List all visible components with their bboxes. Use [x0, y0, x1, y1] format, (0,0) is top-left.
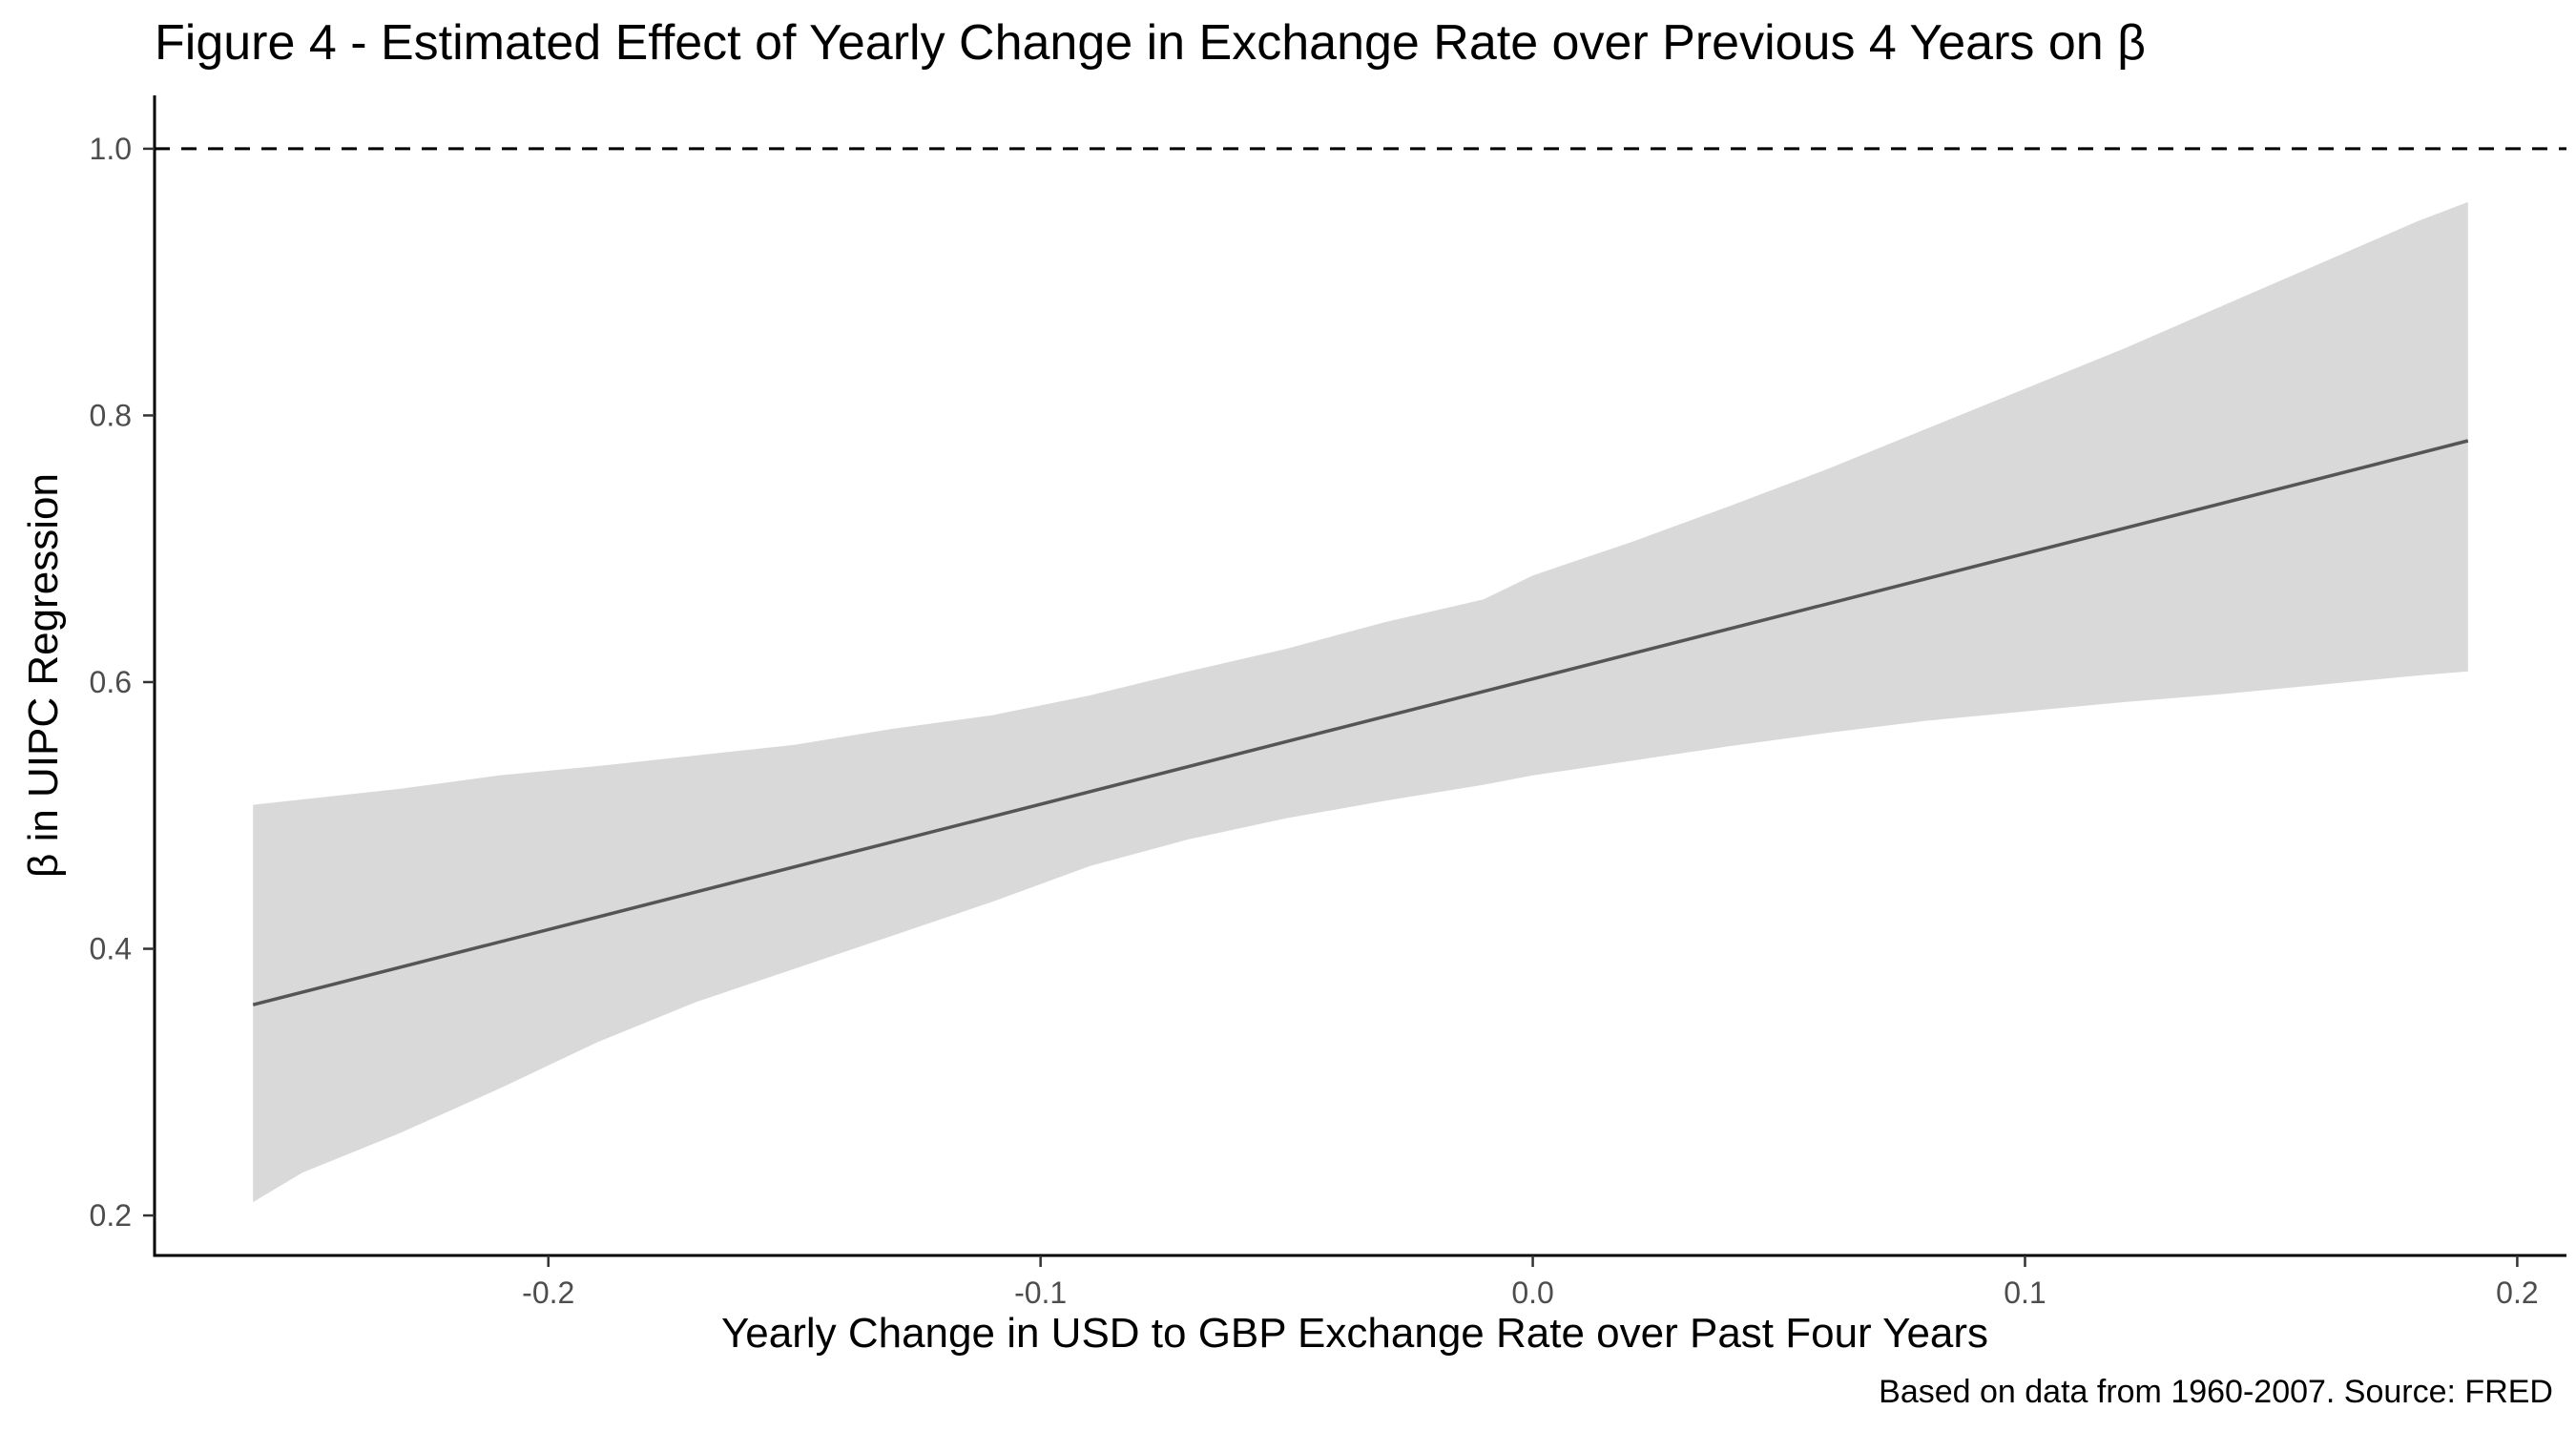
y-tick-label: 1.0 — [90, 132, 132, 166]
confidence-band-layer — [253, 201, 2468, 1203]
x-axis-title: Yearly Change in USD to GBP Exchange Rat… — [721, 1310, 1988, 1357]
y-tick-label: 0.6 — [90, 665, 132, 699]
plot-area: -0.2 -0.1 0.0 0.1 0.2 0.2 0.4 0.6 0.8 1.0 — [90, 95, 2566, 1310]
y-tick-label: 0.2 — [90, 1198, 132, 1233]
y-tick-label: 0.8 — [90, 398, 132, 432]
x-tick-label: 0.2 — [2496, 1275, 2538, 1310]
axes: -0.2 -0.1 0.0 0.1 0.2 0.2 0.4 0.6 0.8 1.0 — [90, 95, 2566, 1310]
x-tick-label: 0.1 — [2004, 1275, 2046, 1310]
chart-title: Figure 4 - Estimated Effect of Yearly Ch… — [155, 15, 2146, 71]
confidence-band — [253, 201, 2468, 1203]
x-tick-label: -0.2 — [522, 1275, 574, 1310]
x-tick-label: -0.1 — [1014, 1275, 1067, 1310]
series-line-layer — [252, 439, 2469, 1006]
y-tick-label: 0.4 — [90, 932, 132, 966]
x-tick-label: 0.0 — [1511, 1275, 1553, 1310]
fitted-line — [252, 439, 2469, 1006]
y-axis-title: β in UIPC Regression — [20, 473, 67, 878]
chart-caption: Based on data from 1960-2007. Source: FR… — [1879, 1374, 2553, 1410]
